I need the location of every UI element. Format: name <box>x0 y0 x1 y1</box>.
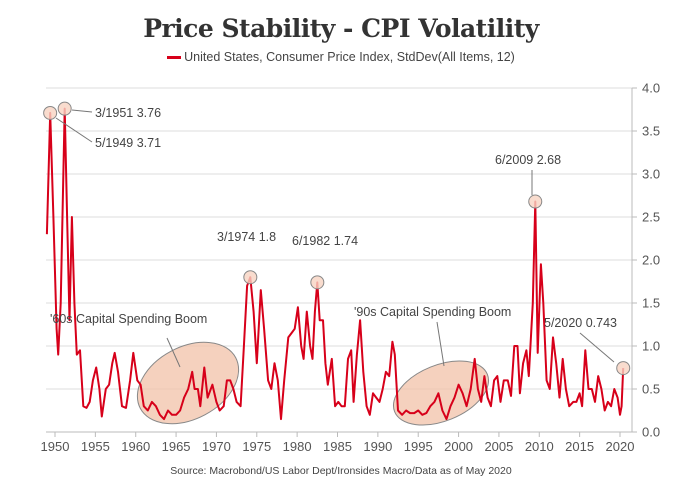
annotation-label: 3/1951 3.76 <box>95 106 161 120</box>
region-label-90s: '90s Capital Spending Boom <box>354 305 511 319</box>
x-tick-label: 1970 <box>202 439 231 454</box>
y-tick-label: 1.5 <box>642 296 660 311</box>
annotation-marker <box>310 275 325 290</box>
x-tick-label: 1985 <box>323 439 352 454</box>
annotation-label: 6/2009 2.68 <box>495 153 561 167</box>
x-tick-label: 1990 <box>363 439 392 454</box>
y-tick-label: 2.5 <box>642 210 660 225</box>
y-tick-label: 0.5 <box>642 382 660 397</box>
region-label-60s: '60s Capital Spending Boom <box>50 312 207 326</box>
annotation-marker <box>43 105 58 120</box>
x-tick-label: 2010 <box>525 439 554 454</box>
annotation-label: 5/2020 0.743 <box>544 316 617 330</box>
annotation-marker <box>57 101 72 116</box>
y-tick-label: 4.0 <box>642 81 660 96</box>
x-tick-label: 2015 <box>565 439 594 454</box>
y-tick-label: 2.0 <box>642 253 660 268</box>
annotation-marker <box>616 361 631 376</box>
legend-swatch <box>167 56 182 60</box>
annotation-label: 5/1949 3.71 <box>95 136 161 150</box>
y-tick-label: 3.0 <box>642 167 660 182</box>
x-tick-label: 1995 <box>404 439 433 454</box>
annotation-marker <box>243 270 258 285</box>
annotation-label: 6/1982 1.74 <box>292 234 358 248</box>
x-tick-label: 1955 <box>81 439 110 454</box>
y-tick-label: 1.0 <box>642 339 660 354</box>
x-tick-label: 1965 <box>162 439 191 454</box>
annotation-leader <box>579 332 615 363</box>
chart-title: Price Stability - CPI Volatility <box>143 14 539 43</box>
annotation-label: 3/1974 1.8 <box>217 230 276 244</box>
y-tick-label: 3.5 <box>642 124 660 139</box>
x-tick-label: 2005 <box>484 439 513 454</box>
legend: United States, Consumer Price Index, Std… <box>0 50 682 64</box>
region-leader-90s <box>436 321 445 367</box>
legend-label: United States, Consumer Price Index, Std… <box>184 50 515 64</box>
region-ellipse-60s <box>136 341 240 425</box>
x-tick-label: 1980 <box>283 439 312 454</box>
source-note: Source: Macrobond/US Labor Dept/Ironside… <box>170 465 512 477</box>
x-tick-label: 1975 <box>242 439 271 454</box>
annotation-leader <box>71 109 93 113</box>
annotation-leader <box>55 117 93 143</box>
x-tick-label: 2000 <box>444 439 473 454</box>
y-tick-label: 0.0 <box>642 425 660 440</box>
region-leader-60s <box>166 337 181 368</box>
x-tick-label: 1960 <box>121 439 150 454</box>
annotation-marker <box>528 194 543 209</box>
region-ellipse-90s <box>392 360 490 426</box>
x-tick-label: 2020 <box>606 439 635 454</box>
x-tick-label: 1950 <box>41 439 70 454</box>
